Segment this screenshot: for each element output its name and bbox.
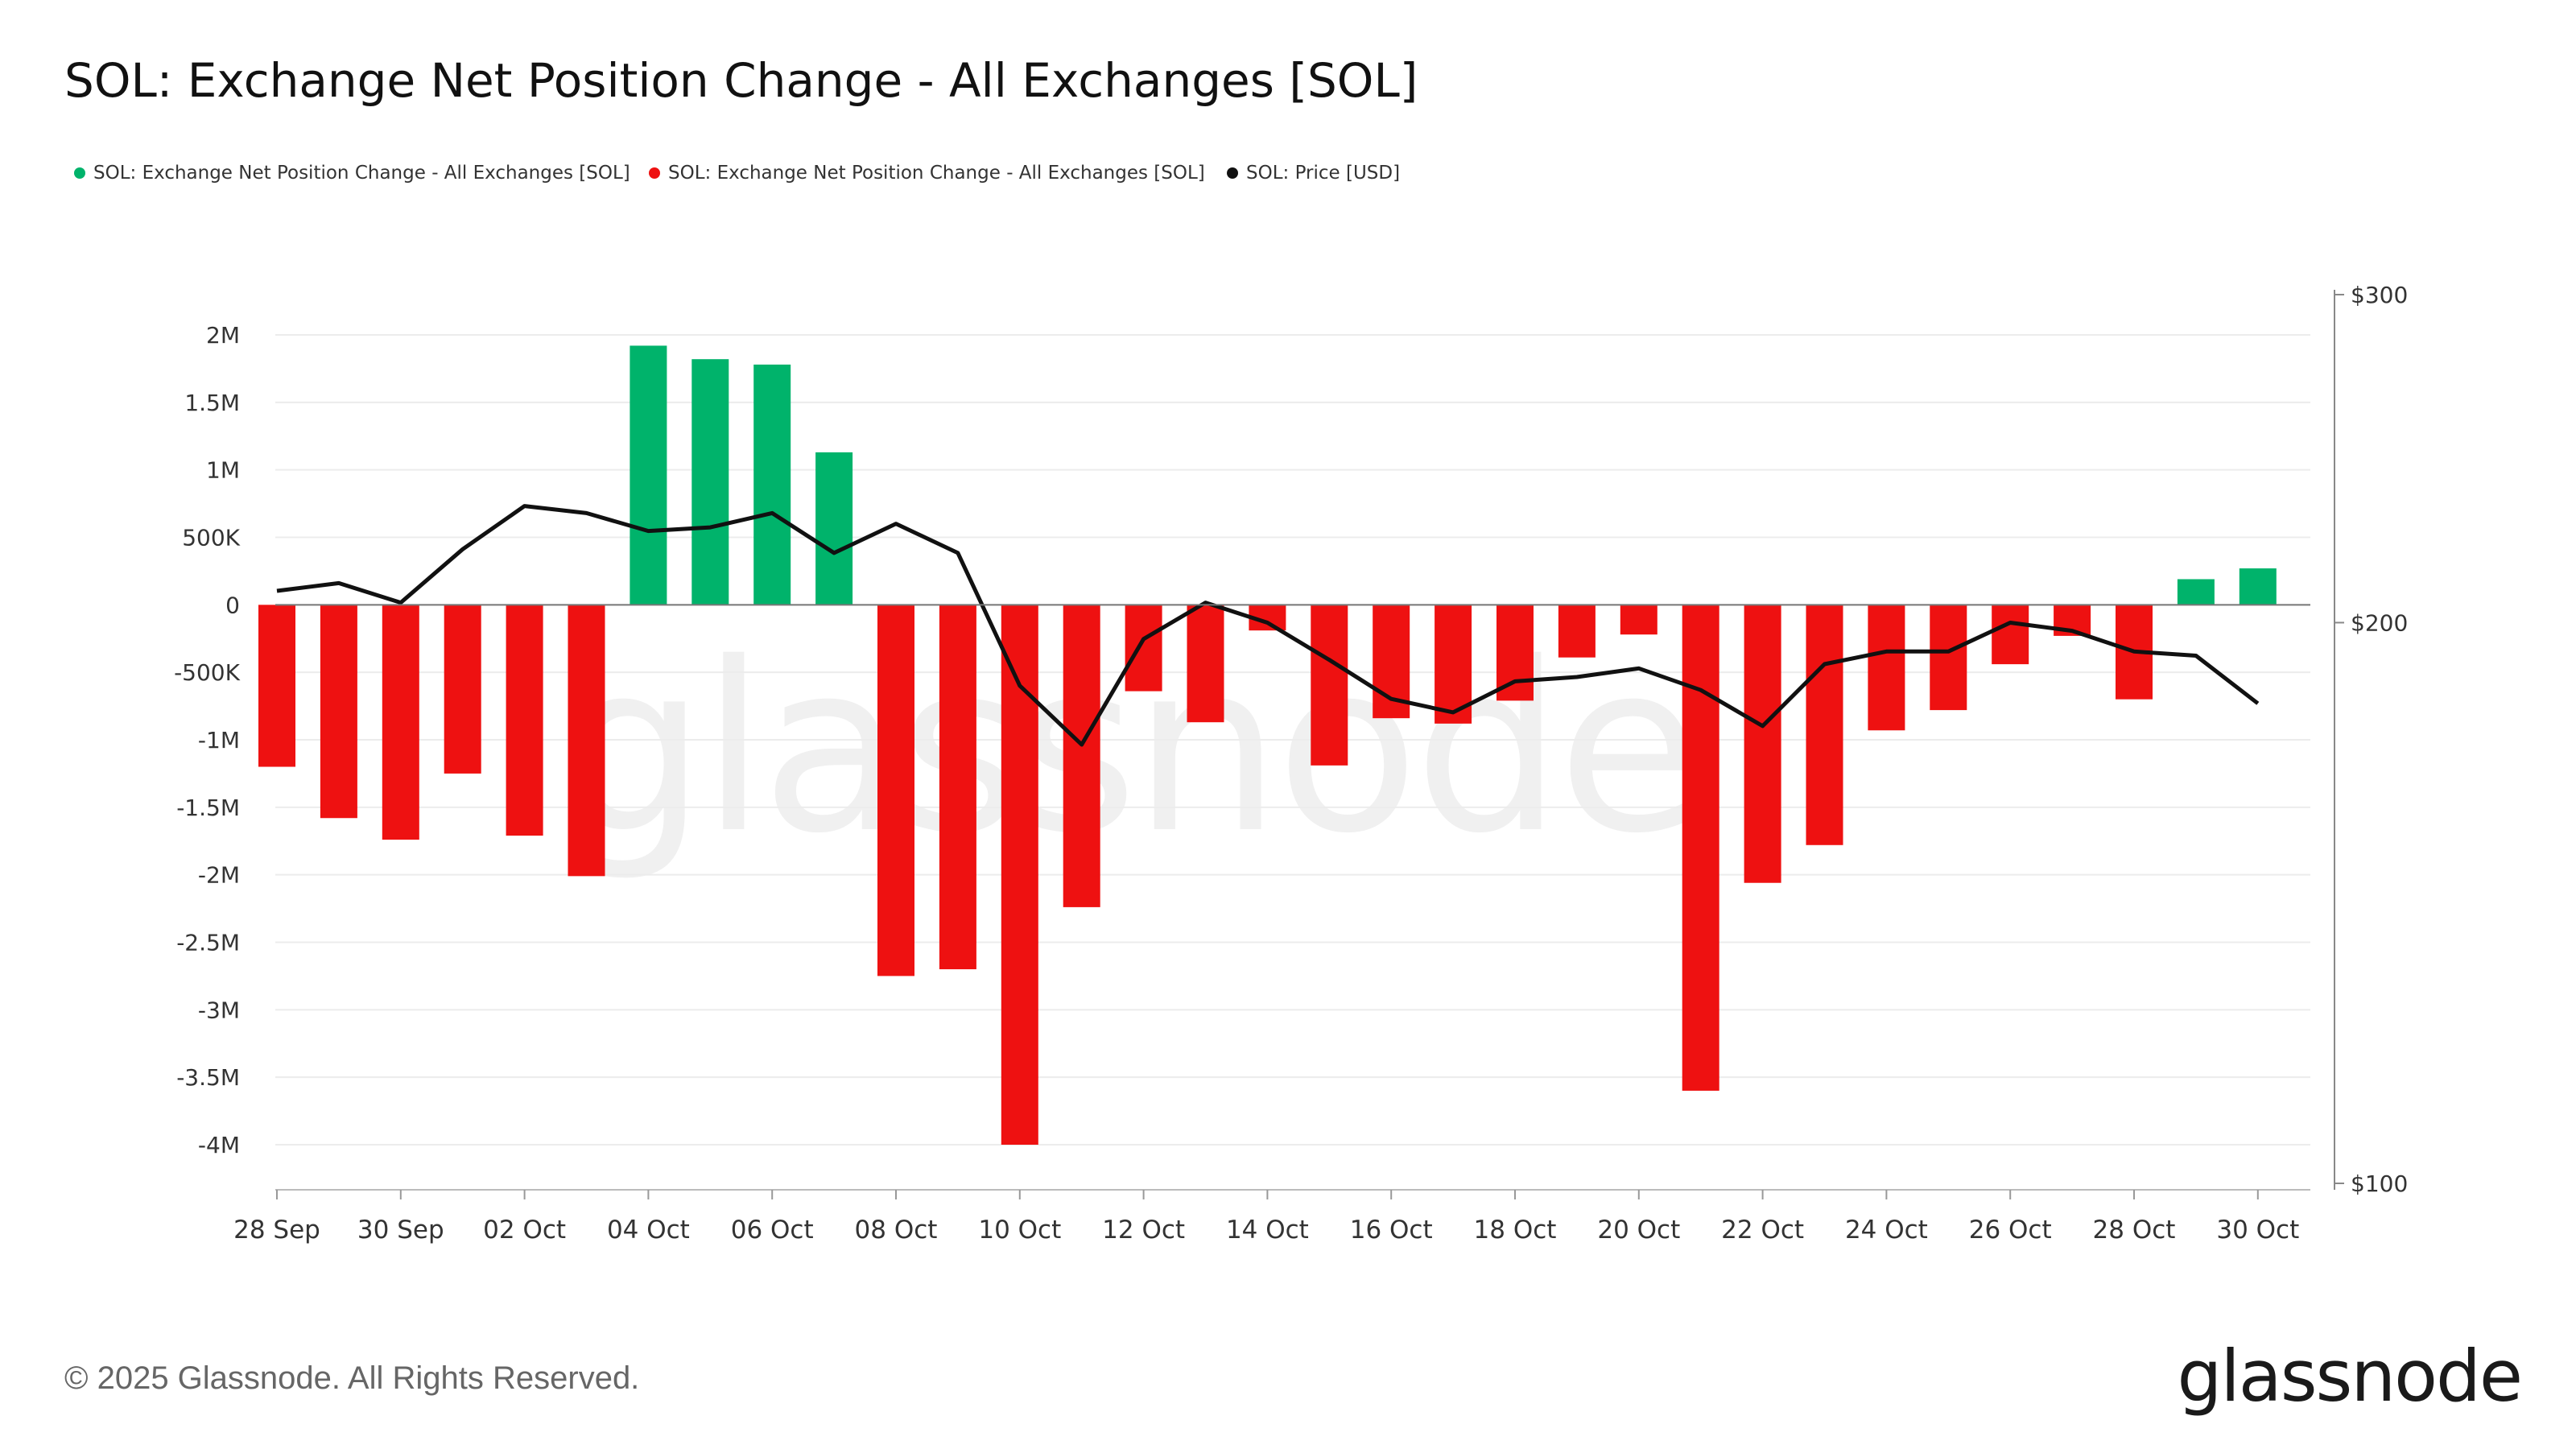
- bar: [568, 605, 605, 877]
- y-left-tick-label: -2M: [198, 862, 240, 889]
- legend-item-price[interactable]: SOL: Price [USD]: [1227, 163, 1400, 184]
- bar: [1992, 605, 2029, 665]
- copyright-text: © 2025 Glassnode. All Rights Reserved.: [64, 1360, 640, 1396]
- bar: [1311, 605, 1348, 766]
- bar: [1187, 605, 1224, 723]
- bar: [753, 364, 791, 605]
- bar: [1125, 605, 1162, 691]
- bar: [691, 359, 729, 605]
- x-tick-label: 28 Sep: [233, 1216, 320, 1245]
- x-tick-label: 28 Oct: [2093, 1216, 2176, 1245]
- bar: [939, 605, 976, 970]
- y-left-tick-label: 1M: [206, 457, 240, 484]
- legend-label-price: SOL: Price [USD]: [1246, 163, 1401, 184]
- bar: [444, 605, 481, 774]
- x-tick-label: 20 Oct: [1597, 1216, 1680, 1245]
- x-tick-label: 02 Oct: [483, 1216, 566, 1245]
- x-tick-label: 16 Oct: [1350, 1216, 1433, 1245]
- y-left-tick-label: -1M: [198, 727, 240, 753]
- bar: [1868, 605, 1905, 731]
- bar: [382, 605, 419, 840]
- legend-dot-black-icon: [1227, 167, 1238, 179]
- bar: [506, 605, 543, 836]
- x-tick-label: 12 Oct: [1102, 1216, 1185, 1245]
- bar: [1558, 605, 1596, 658]
- y-left-tick-label: 500K: [182, 525, 240, 551]
- bar: [1435, 605, 1472, 724]
- bar: [1496, 605, 1534, 701]
- bar: [1682, 605, 1719, 1091]
- brand-logo: glassnode: [2177, 1335, 2523, 1418]
- legend-item-inflow[interactable]: SOL: Exchange Net Position Change - All …: [74, 163, 630, 184]
- bar: [1930, 605, 1967, 711]
- bar: [815, 452, 853, 605]
- x-tick-label: 04 Oct: [607, 1216, 690, 1245]
- bar: [877, 605, 914, 976]
- x-tick-label: 30 Oct: [2216, 1216, 2299, 1245]
- y-right-tick-label: $200: [2351, 609, 2408, 636]
- x-tick-label: 08 Oct: [855, 1216, 938, 1245]
- x-tick-label: 14 Oct: [1226, 1216, 1309, 1245]
- legend-dot-red-icon: [649, 167, 660, 179]
- bar: [320, 605, 357, 819]
- bar: [258, 605, 295, 767]
- price-line: [276, 504, 2260, 747]
- bar: [1806, 605, 1843, 845]
- price-line-series: [276, 504, 2260, 747]
- y-left-tick-label: -4M: [198, 1132, 240, 1158]
- x-tick-label: 26 Oct: [1969, 1216, 2052, 1245]
- y-right-tick-label: $300: [2351, 282, 2408, 308]
- x-tick-label: 22 Oct: [1721, 1216, 1804, 1245]
- x-tick-label: 06 Oct: [731, 1216, 814, 1245]
- x-tick-label: 10 Oct: [978, 1216, 1061, 1245]
- bar: [630, 345, 667, 605]
- bar: [2239, 568, 2277, 605]
- bar: [2177, 579, 2215, 605]
- bar: [1620, 605, 1657, 635]
- bar: [1744, 605, 1781, 883]
- y-left-tick-label: -2.5M: [176, 930, 240, 956]
- axes: 2M 1.5M 1M 500K 0 -500K -1M -1.5M -2M -2.5M -3M -3.…: [174, 282, 2408, 1245]
- legend-label-outflow: SOL: Exchange Net Position Change - All …: [668, 163, 1205, 184]
- legend-dot-green-icon: [74, 167, 85, 179]
- legend-label-inflow: SOL: Exchange Net Position Change - All …: [93, 163, 630, 184]
- bar-series: [258, 345, 2277, 1145]
- y-left-tick-label: 2M: [206, 322, 240, 349]
- y-left-tick-label: -500K: [174, 659, 241, 686]
- y-left-tick-label: 0: [225, 592, 240, 618]
- x-tick-label: 18 Oct: [1474, 1216, 1557, 1245]
- chart-title: SOL: Exchange Net Position Change - All …: [64, 53, 1418, 108]
- y-left-tick-label: -1.5M: [176, 795, 240, 821]
- y-left-tick-label: -3.5M: [176, 1064, 240, 1091]
- bar: [1063, 605, 1100, 907]
- x-tick-label: 24 Oct: [1845, 1216, 1928, 1245]
- x-tick-label: 30 Sep: [357, 1216, 444, 1245]
- legend-item-outflow[interactable]: SOL: Exchange Net Position Change - All …: [649, 163, 1205, 184]
- y-left-tick-label: 1.5M: [184, 390, 240, 416]
- y-left-tick-label: -3M: [198, 997, 240, 1023]
- y-right-tick-label: $100: [2351, 1170, 2408, 1197]
